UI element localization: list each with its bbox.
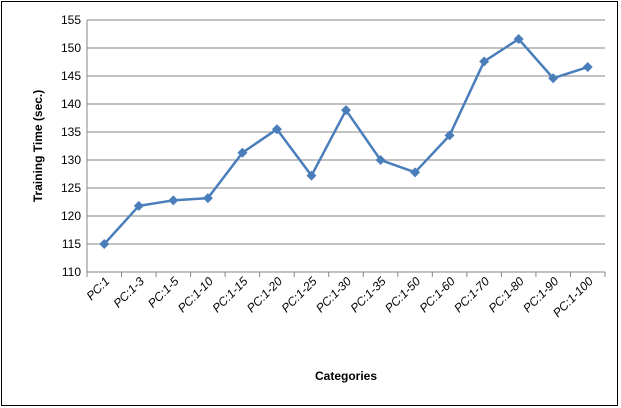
x-tick-label: PC:1-80 (486, 274, 527, 315)
y-tick-label: 150 (61, 41, 81, 55)
data-point (237, 147, 248, 158)
series-training-time (99, 34, 593, 249)
y-tick-label: 155 (61, 13, 81, 27)
x-tick-label: PC:1-3 (111, 274, 148, 311)
y-tick-label: 125 (61, 181, 81, 195)
y-tick-labels: 110 115 120 125 130 135 140 145 150 155 (61, 13, 81, 279)
y-tick-label: 135 (61, 125, 81, 139)
x-tick-labels: PC:1PC:1-3PC:1-5PC:1-10PC:1-15PC:1-20PC:… (84, 274, 596, 320)
y-tick-label: 130 (61, 153, 81, 167)
data-point (582, 62, 593, 73)
data-point (410, 167, 421, 178)
data-point (548, 73, 559, 84)
y-tick-label: 110 (62, 265, 81, 279)
x-tick-label: PC:1-25 (279, 274, 320, 315)
y-tick-label: 140 (61, 97, 81, 111)
y-tick-label: 115 (62, 237, 81, 251)
x-tick-label: PC:1-20 (244, 274, 285, 315)
y-tick-label: 120 (61, 209, 81, 223)
x-tick-label: PC:1-10 (175, 274, 216, 315)
x-tick-label: PC:1-35 (348, 274, 389, 315)
x-tick-label: PC:1-70 (451, 274, 492, 315)
x-tick-label: PC:1-30 (313, 274, 354, 315)
data-point (99, 239, 110, 249)
x-tick-label: PC:1 (84, 274, 113, 303)
data-point (306, 170, 317, 181)
data-point (513, 34, 524, 45)
series-line (103, 37, 589, 245)
x-tick-label: PC:1-15 (209, 274, 250, 315)
data-point (202, 193, 213, 204)
x-tick-label: PC:1-50 (382, 274, 423, 315)
y-tick-label: 145 (61, 69, 81, 83)
y-axis-title: Training Time (sec.) (31, 90, 45, 202)
data-point (375, 155, 386, 165)
data-point (133, 200, 144, 211)
data-point (444, 130, 455, 141)
data-point (168, 195, 179, 206)
x-tick-label: PC:1-60 (417, 274, 458, 315)
x-axis-title: Categories (315, 369, 377, 383)
data-point (479, 56, 490, 67)
data-point (271, 124, 282, 135)
gridlines (86, 19, 606, 277)
data-point (341, 105, 351, 116)
